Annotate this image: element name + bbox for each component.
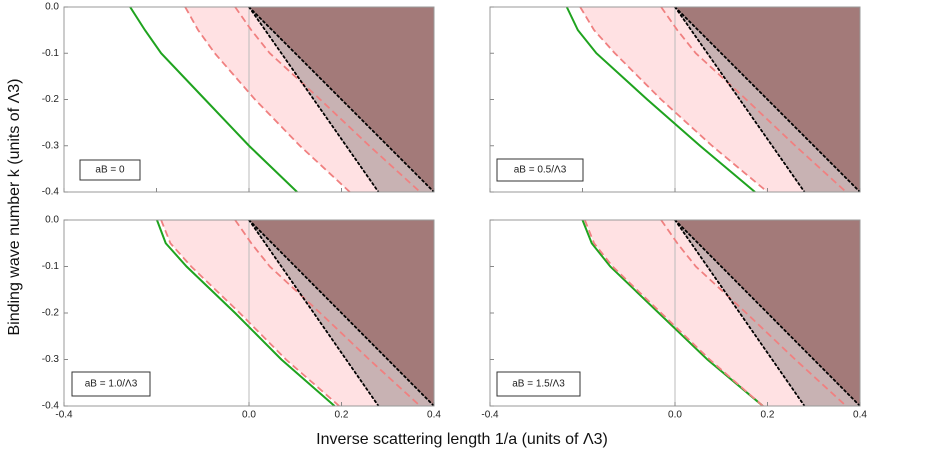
y-tick-label: -0.4 (42, 187, 60, 198)
annotation-box (496, 158, 584, 182)
y-axis-title: Binding wave number k (units of Λ3) (6, 78, 23, 335)
plot-area (581, 220, 860, 406)
y-tick-label: 0.0 (45, 2, 59, 13)
y-tick-label: -0.4 (42, 401, 60, 412)
curve (674, 7, 860, 192)
region (580, 7, 805, 192)
curve (579, 7, 769, 192)
y-tick-label: -0.2 (42, 308, 60, 319)
x-axis-title: Inverse scattering length 1/a (units of … (316, 431, 608, 448)
x-tick-label: 0.0 (242, 410, 256, 421)
curve (160, 220, 340, 406)
plot-area (129, 7, 434, 192)
annotation-box (71, 371, 151, 397)
plot-area (156, 220, 434, 406)
curve (674, 220, 860, 406)
curve (234, 7, 421, 192)
annotation: aB = 1.0/Λ3 (85, 379, 138, 390)
y-tick-label: -0.3 (42, 140, 60, 151)
annotation: aB = 1.5/Λ3 (512, 379, 565, 390)
curve (660, 7, 847, 192)
region (185, 7, 379, 192)
x-tick-label: 0.4 (427, 410, 441, 421)
region (161, 220, 379, 406)
curve (660, 220, 847, 406)
curve (583, 220, 764, 406)
x-tick-label: 0.2 (761, 410, 775, 421)
annotation: aB = 0 (95, 165, 125, 176)
plot-area (565, 7, 860, 192)
y-tick-label: 0.0 (45, 215, 59, 226)
curve (248, 220, 380, 406)
x-tick-label: -0.4 (55, 410, 73, 421)
annotation-box (496, 371, 581, 397)
curve (565, 7, 756, 192)
y-tick-label: -0.1 (42, 48, 60, 59)
x-tick-label: 0.2 (335, 410, 349, 421)
curve (248, 220, 434, 406)
x-tick-label: 0.4 (853, 410, 867, 421)
annotation: aB = 0.5/Λ3 (514, 165, 567, 176)
curve (184, 7, 351, 192)
curve (581, 220, 764, 406)
x-tick-label: -0.4 (481, 410, 499, 421)
curve (234, 220, 421, 406)
y-tick-label: -0.2 (42, 94, 60, 105)
curve (674, 7, 806, 192)
x-tick-label: 0.0 (668, 410, 682, 421)
region (584, 220, 805, 406)
curve (248, 7, 380, 192)
curve (156, 220, 336, 406)
curve (129, 7, 298, 192)
y-tick-label: -0.1 (42, 261, 60, 272)
annotation-box (79, 159, 141, 181)
curve (674, 220, 806, 406)
y-tick-label: -0.3 (42, 354, 60, 365)
curve (248, 7, 434, 192)
